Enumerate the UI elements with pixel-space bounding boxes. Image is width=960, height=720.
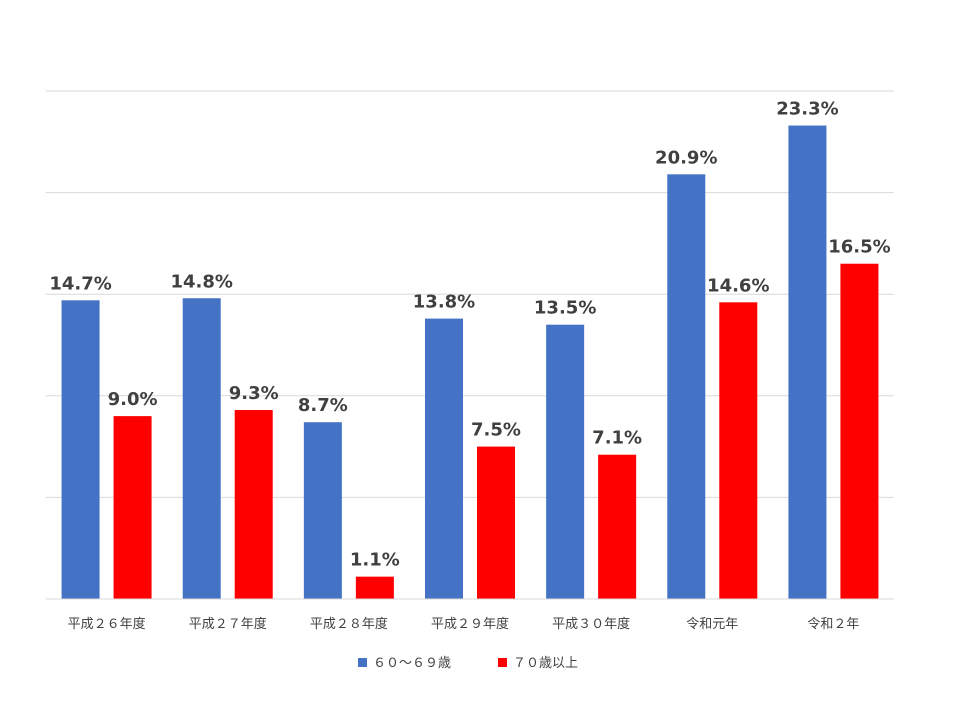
data-label: 16.5% (828, 237, 890, 258)
data-label: 20.9% (655, 147, 717, 168)
data-label: 14.7% (49, 273, 111, 294)
legend-label: ６０～６９歳 (373, 656, 451, 671)
bar-age-70-plus (355, 576, 394, 599)
category-label: 平成２８年度 (310, 616, 388, 632)
bar-age-60-69 (61, 300, 100, 599)
category-label: 平成２６年度 (68, 616, 146, 632)
data-label: 13.8% (413, 292, 475, 313)
data-label: 13.5% (534, 298, 596, 319)
bar-age-70-plus (719, 302, 758, 599)
legend-swatch (358, 658, 367, 667)
data-label: 8.7% (298, 395, 348, 416)
data-labels: 14.7% 9.0% 14.8% 9.3% 8.7% 1.1% 13.8% 7.5% 13.5%… (49, 99, 890, 571)
bar-age-70-plus (234, 410, 273, 599)
bar-age-60-69 (788, 125, 827, 599)
category-label: 令和２年 (807, 617, 859, 632)
bar-age-70-plus (113, 416, 152, 599)
data-label: 7.1% (592, 428, 642, 449)
legend-swatch (498, 658, 507, 667)
data-label: 14.6% (707, 275, 769, 296)
data-label: 14.8% (170, 271, 232, 292)
data-label: 1.1% (350, 550, 400, 571)
legend: ６０～６９歳 ７０歳以上 (358, 656, 578, 671)
bar-age-60-69 (303, 422, 342, 599)
bar-age-60-69 (667, 174, 706, 599)
category-label: 平成２９年度 (431, 616, 509, 632)
legend-label: ７０歳以上 (513, 656, 578, 671)
category-labels: 平成２６年度 平成２７年度 平成２８年度 平成２９年度 平成３０年度 令和元年 令和２年 (68, 616, 860, 632)
category-label: 平成３０年度 (552, 616, 630, 632)
data-label: 9.3% (229, 383, 279, 404)
data-label: 7.5% (471, 420, 521, 441)
category-label: 令和元年 (686, 617, 738, 632)
category-label: 平成２７年度 (189, 616, 267, 632)
bar-age-60-69 (182, 298, 221, 599)
bar-age-60-69 (546, 324, 585, 599)
data-label: 9.0% (108, 389, 158, 410)
bar-age-70-plus (477, 446, 515, 599)
bars (61, 125, 879, 599)
bar-age-70-plus (840, 263, 879, 599)
data-label: 23.3% (776, 99, 838, 120)
bar-age-60-69 (425, 318, 463, 599)
bar-age-70-plus (598, 454, 637, 599)
